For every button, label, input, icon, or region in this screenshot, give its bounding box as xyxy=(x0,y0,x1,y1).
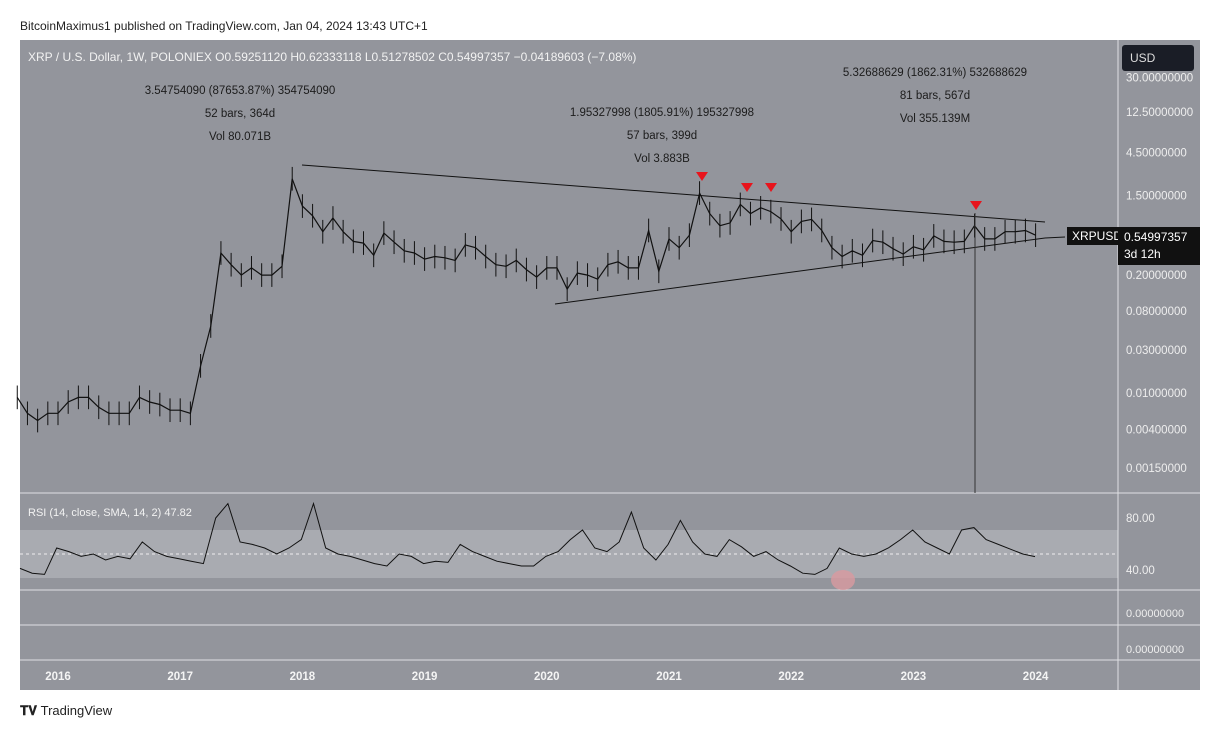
price-tick: 0.20000000 xyxy=(1126,270,1187,282)
last-price-label: 0.54997357 3d 12h xyxy=(1118,227,1200,265)
published-byline: BitcoinMaximus1 published on TradingView… xyxy=(20,19,428,33)
time-tick: 2023 xyxy=(901,671,927,683)
measure-annotation-1: 3.54754090 (87653.87%) 354754090 52 bars,… xyxy=(144,85,336,143)
time-tick: 2017 xyxy=(167,671,193,683)
red-top-marker xyxy=(765,183,777,192)
price-tick: 30.00000000 xyxy=(1126,72,1193,84)
measure-annotation-3: 5.32688629 (1862.31%) 532688629 81 bars, … xyxy=(842,67,1028,125)
symbol-tag: XRPUSD xyxy=(1067,227,1128,245)
time-tick: 2020 xyxy=(534,671,560,683)
lower-trendline xyxy=(554,237,1046,305)
price-tick: 0.00150000 xyxy=(1126,463,1187,475)
time-tick: 2018 xyxy=(290,671,316,683)
red-top-marker xyxy=(696,172,708,181)
time-tick: 2024 xyxy=(1023,671,1049,683)
time-tick: 2022 xyxy=(778,671,804,683)
measure-annotation-2: 1.95327998 (1805.91%) 195327998 57 bars, … xyxy=(569,107,755,165)
empty-pane-tick: 0.00000000 xyxy=(1126,644,1184,656)
currency-button[interactable]: USD xyxy=(1122,45,1194,71)
rsi-tick: 80.00 xyxy=(1126,513,1155,525)
time-tick: 2021 xyxy=(656,671,682,683)
red-top-marker xyxy=(741,183,753,192)
tv-logo-icon: 𝐓𝐕 xyxy=(20,703,41,718)
rsi-legend: RSI (14, close, SMA, 14, 2) 47.82 xyxy=(28,507,192,519)
price-tick: 1.50000000 xyxy=(1126,191,1187,203)
time-tick: 2019 xyxy=(412,671,438,683)
empty-pane-tick: 0.00000000 xyxy=(1126,608,1184,620)
price-tick: 0.08000000 xyxy=(1126,306,1187,318)
price-tick: 0.03000000 xyxy=(1126,345,1187,357)
upper-trendline xyxy=(301,164,1046,223)
price-tick: 12.50000000 xyxy=(1126,107,1193,119)
time-tick: 2016 xyxy=(45,671,71,683)
rsi-oversold-highlight xyxy=(831,570,855,590)
price-series xyxy=(16,178,1036,422)
rsi-series xyxy=(19,501,1036,575)
symbol-legend: XRP / U.S. Dollar, 1W, POLONIEX O0.59251… xyxy=(28,50,637,64)
chart-frame[interactable] xyxy=(20,40,1200,690)
red-top-marker xyxy=(970,201,982,210)
tradingview-logo: 𝐓𝐕 TradingView xyxy=(20,703,113,718)
price-tick: 4.50000000 xyxy=(1126,147,1187,159)
tag-connector xyxy=(1044,236,1066,239)
rsi-tick: 40.00 xyxy=(1126,565,1155,577)
price-tick: 0.00400000 xyxy=(1126,424,1187,436)
price-tick: 0.01000000 xyxy=(1126,388,1187,400)
